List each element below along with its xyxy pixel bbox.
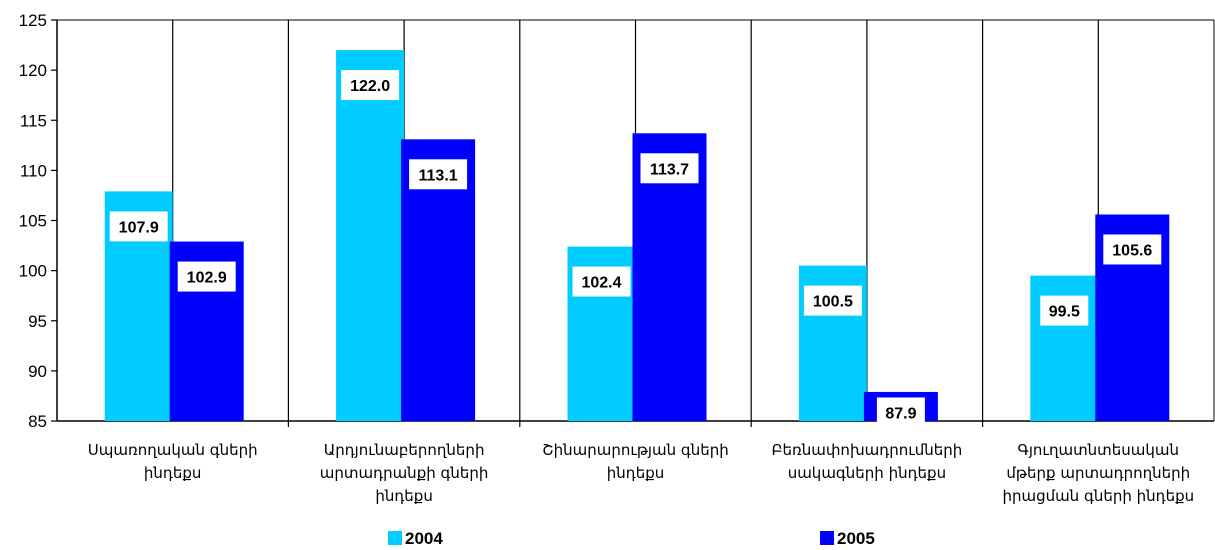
data-label: 107.9 [119, 219, 159, 236]
legend-entry: 2005 [837, 529, 875, 548]
y-tick-label: 85 [28, 412, 47, 431]
category-label: իրացման գների ինդեքս [1002, 487, 1194, 505]
category-label: արտադրանքի գների [320, 464, 489, 482]
y-tick-label: 95 [28, 312, 47, 331]
data-label: 113.1 [419, 167, 458, 184]
data-label-box [640, 153, 699, 184]
category-label: ինդեքս [375, 487, 433, 505]
data-label-box [409, 159, 468, 190]
legend-swatch-2004 [388, 531, 402, 545]
data-label-box [803, 285, 862, 316]
y-tick-label: 110 [20, 161, 47, 180]
y-tick-label: 105 [19, 212, 47, 231]
data-label: 87.9 [885, 405, 916, 422]
y-tick-label: 90 [28, 362, 47, 381]
data-label-box [572, 266, 631, 297]
data-label-box [1103, 234, 1162, 265]
category-label: Բեռնափոխադրումների [772, 441, 963, 459]
y-tick-label: 125 [19, 11, 47, 30]
data-label-box [341, 70, 400, 101]
legend-entry: 2004 [405, 529, 443, 548]
category-label: մթերք արտադրողների [1006, 464, 1190, 482]
data-label: 102.4 [581, 275, 621, 292]
category-label: Շինարարության գների [542, 441, 729, 459]
y-tick-label: 100 [19, 262, 47, 281]
data-label-box [876, 397, 925, 428]
data-label-box [177, 261, 236, 292]
data-label: 100.5 [813, 294, 853, 311]
data-label-box [109, 211, 168, 242]
category-label: ինդեքս [607, 464, 665, 482]
category-label: սակագների ինդեքս [788, 464, 946, 482]
category-label: Արդյունաբերողների [324, 441, 485, 459]
data-label: 113.7 [650, 161, 689, 178]
y-tick-label: 120 [19, 61, 47, 80]
bar-2004 [336, 50, 405, 421]
legend-swatch-2005 [820, 531, 834, 545]
category-label: Գյուղատնտեսական [1018, 441, 1180, 459]
data-label-box [1040, 295, 1089, 326]
data-label: 105.6 [1112, 242, 1152, 259]
data-label: 122.0 [350, 78, 390, 95]
data-label: 99.5 [1049, 304, 1080, 321]
y-tick-label: 115 [20, 111, 47, 130]
category-label: Սպառողական գների [88, 441, 258, 459]
data-label: 102.9 [187, 270, 227, 287]
category-label: ինդեքս [144, 464, 202, 482]
